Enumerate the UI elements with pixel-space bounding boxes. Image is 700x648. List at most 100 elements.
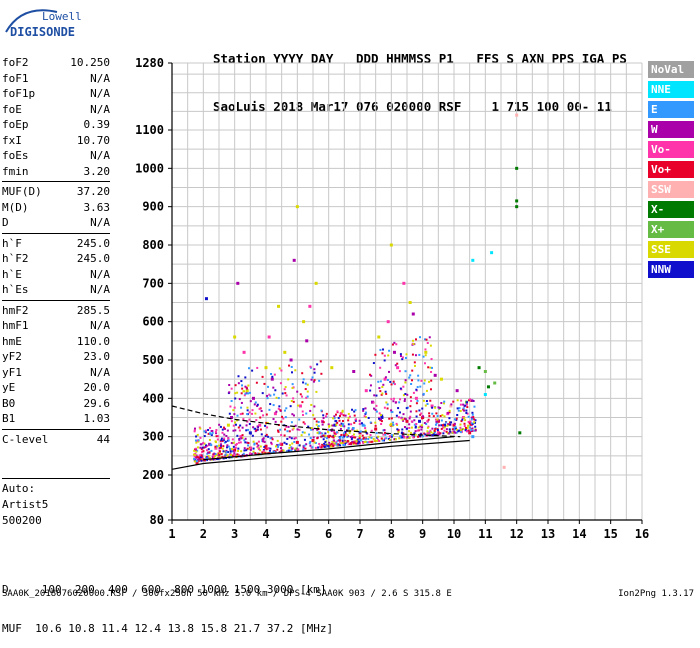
echo-dot <box>292 414 295 417</box>
x-tick-label: 8 <box>388 527 395 541</box>
echo-dot <box>248 418 251 421</box>
echo-dot <box>459 431 462 434</box>
echo-dot <box>466 401 469 404</box>
echo-dot <box>419 385 422 388</box>
echo-dot <box>427 418 430 421</box>
echo-dot <box>262 449 265 452</box>
echo-dot <box>247 367 250 370</box>
echo-dot <box>290 421 293 424</box>
echo-dot <box>256 425 259 428</box>
echo-dot <box>370 440 373 443</box>
data-point <box>233 335 237 339</box>
echo-dot <box>341 424 344 427</box>
param-row: h`F2 245.0 <box>2 251 110 267</box>
param-value: N/A <box>90 365 110 379</box>
echo-dot <box>244 441 247 444</box>
echo-dot <box>219 446 222 449</box>
echo-dot <box>349 436 352 439</box>
echo-dot <box>247 384 250 387</box>
x-tick-label: 16 <box>635 527 649 541</box>
echo-dot <box>457 430 460 433</box>
echo-dot <box>400 417 403 420</box>
echo-dot <box>236 414 239 417</box>
echo-dot <box>245 386 248 389</box>
echo-dot <box>410 399 413 402</box>
echo-dot <box>420 424 423 427</box>
echo-dot <box>464 419 467 422</box>
echo-dot <box>470 422 473 425</box>
data-point <box>280 442 284 446</box>
echo-dot <box>424 348 427 351</box>
echo-dot <box>281 415 284 418</box>
param-value: N/A <box>90 87 110 100</box>
echo-dot <box>388 438 391 441</box>
echo-dot <box>333 435 336 438</box>
echo-dot <box>414 425 417 428</box>
echo-dot <box>347 416 350 419</box>
echo-dot <box>282 449 285 452</box>
echo-dot <box>220 437 223 440</box>
echo-dot <box>392 397 395 400</box>
echo-dot <box>286 430 289 433</box>
echo-dot <box>378 412 381 415</box>
echo-dot <box>293 437 296 440</box>
data-point <box>264 366 268 370</box>
echo-dot <box>354 441 357 444</box>
echo-dot <box>401 358 404 361</box>
param-row: D N/A <box>2 215 110 231</box>
echo-dot <box>212 456 215 459</box>
data-point <box>468 431 472 435</box>
echo-dot <box>204 459 207 462</box>
echo-dot <box>428 415 431 418</box>
param-value: 37.20 <box>76 185 110 198</box>
echo-dot <box>196 433 199 436</box>
chart-curves <box>171 405 470 470</box>
echo-dot <box>202 441 205 444</box>
echo-dot <box>234 384 237 387</box>
echo-dot <box>273 393 276 396</box>
echo-dot <box>448 417 451 420</box>
echo-dot <box>276 429 279 432</box>
echo-dot <box>248 453 251 456</box>
echo-dot <box>390 410 393 413</box>
logo-graphic: Lowell DIGISONDE <box>5 9 82 39</box>
echo-dot <box>236 454 239 457</box>
y-tick-label: 1100 <box>135 123 164 137</box>
echo-dot <box>290 399 293 402</box>
param-name: h`F2 <box>2 252 29 265</box>
echo-dot <box>431 434 434 437</box>
echo-dot <box>399 387 402 390</box>
echo-dot <box>291 442 294 445</box>
echo-dot <box>241 434 244 437</box>
echo-dot <box>301 410 304 413</box>
echo-dot <box>256 405 259 408</box>
echo-dot <box>285 442 288 445</box>
echo-dot <box>381 414 384 417</box>
param-row: foF1 N/A <box>2 71 110 87</box>
echo-dot <box>470 418 473 421</box>
echo-dot <box>355 439 358 442</box>
echo-dot <box>348 431 351 434</box>
echo-dot <box>425 338 428 341</box>
echo-dot <box>408 376 411 379</box>
echo-dot <box>322 417 325 420</box>
trace-curve-upper <box>171 405 461 438</box>
echo-dot <box>305 412 308 415</box>
legend-entry: NoVal <box>648 61 694 78</box>
echo-dot <box>345 440 348 443</box>
echo-dot <box>310 428 313 431</box>
y-tick-label: 600 <box>142 315 164 329</box>
echo-dot <box>267 447 270 450</box>
echo-dot <box>431 412 434 415</box>
echo-dot <box>352 442 355 445</box>
echo-dot <box>265 433 268 436</box>
echo-dot <box>429 429 432 432</box>
echo-dot <box>458 407 461 410</box>
echo-dot <box>256 428 259 431</box>
echo-dot <box>226 451 229 454</box>
param-group-profile: hmF2 285.5 hmF1 N/A hmE 110.0 yF2 23.0 yF1 N/A yE 2… <box>2 303 110 427</box>
echo-dot <box>339 440 342 443</box>
echo-dot <box>353 421 356 424</box>
echo-dot <box>302 378 305 381</box>
echo-dot <box>284 386 287 389</box>
